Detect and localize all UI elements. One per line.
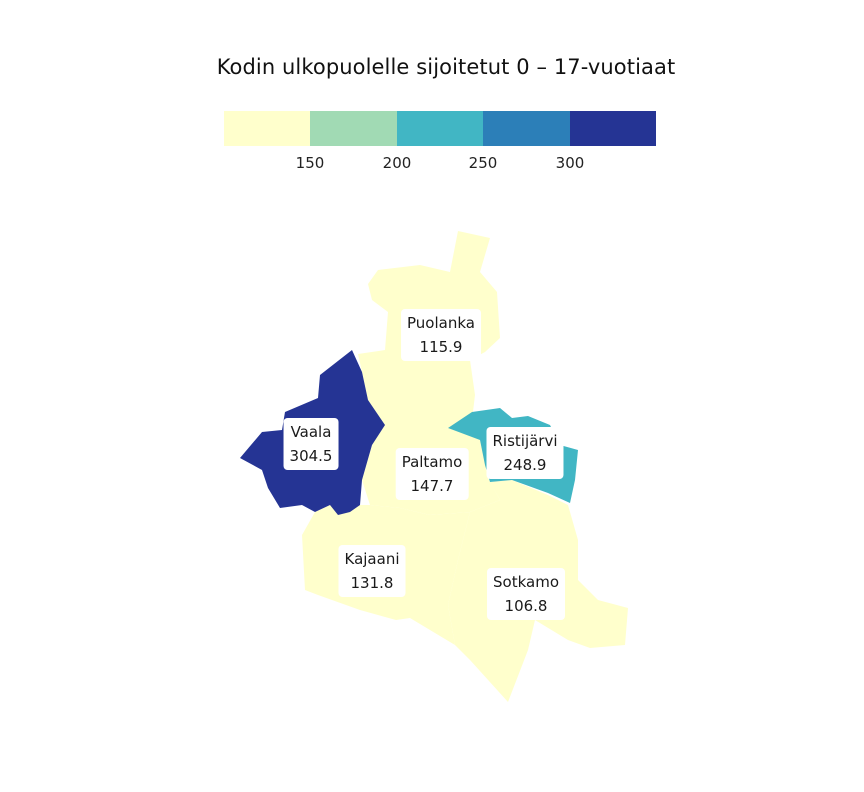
legend-swatch-2 xyxy=(310,111,397,146)
legend-tick-150: 150 xyxy=(295,154,325,172)
legend-swatch-1 xyxy=(224,111,311,146)
region-name: Sotkamo xyxy=(493,573,559,591)
region-name: Puolanka xyxy=(407,314,475,332)
region-value: 248.9 xyxy=(503,456,547,474)
region-value: 115.9 xyxy=(419,338,463,356)
legend-tick-300: 300 xyxy=(555,154,585,172)
color-legend xyxy=(224,111,657,146)
label-vaala: Vaala 304.5 xyxy=(283,418,339,470)
region-value: 131.8 xyxy=(350,574,394,592)
region-value: 304.5 xyxy=(289,447,333,465)
legend-swatch-5 xyxy=(569,111,657,146)
label-kajaani: Kajaani 131.8 xyxy=(338,545,406,597)
region-value: 147.7 xyxy=(410,477,454,495)
region-name: Ristijärvi xyxy=(492,432,558,450)
label-puolanka: Puolanka 115.9 xyxy=(401,309,481,361)
region-value: 106.8 xyxy=(504,597,548,615)
legend-swatch-3 xyxy=(396,111,484,146)
region-name: Kajaani xyxy=(344,550,400,568)
map-title: Kodin ulkopuolelle sijoitetut 0 – 17-vuo… xyxy=(216,55,676,79)
legend-swatch-4 xyxy=(483,111,570,146)
region-name: Paltamo xyxy=(401,453,463,471)
label-ristijarvi: Ristijärvi 248.9 xyxy=(486,427,564,479)
region-name: Vaala xyxy=(290,423,332,441)
label-sotkamo: Sotkamo 106.8 xyxy=(487,568,565,620)
label-paltamo: Paltamo 147.7 xyxy=(395,448,469,500)
legend-tick-250: 250 xyxy=(468,154,498,172)
legend-tick-200: 200 xyxy=(382,154,412,172)
